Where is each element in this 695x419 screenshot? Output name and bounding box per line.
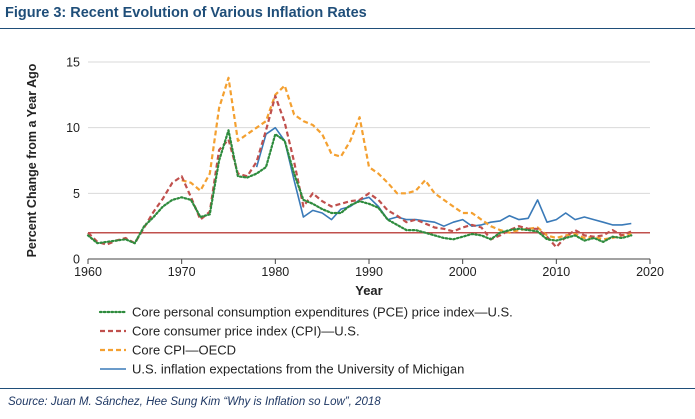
- inflation-line-chart: 1960 1970 1980 1990 2000 2010 2020 0 5 10 15 Year Pe…: [25, 56, 664, 377]
- x-tick-label: 2020: [636, 265, 664, 279]
- x-tick-label: 1960: [74, 265, 102, 279]
- figure-title: Figure 3: Recent Evolution of Various In…: [5, 5, 367, 21]
- x-tick-label: 2000: [449, 265, 477, 279]
- legend-label-1: Core personal consumption expenditures (…: [132, 305, 513, 320]
- series-line-2: [87, 95, 632, 249]
- y-tick-label: 5: [73, 187, 80, 201]
- x-tick-label: 1980: [261, 265, 289, 279]
- title-rule: [0, 28, 695, 29]
- y-tick-label: 10: [66, 121, 80, 135]
- figure-header: Figure 3: Recent Evolution of Various In…: [0, 0, 695, 32]
- series-line-3: [181, 76, 632, 241]
- y-tick-label: 15: [66, 56, 80, 70]
- source-note: Source: Juan M. Sánchez, Hee Sung Kim “W…: [8, 396, 381, 408]
- source-rule: [0, 388, 695, 389]
- x-tick-label: 1970: [168, 265, 196, 279]
- y-tick-label: 0: [73, 253, 80, 267]
- legend-label-2: Core consumer price index (CPI)—U.S.: [132, 324, 360, 339]
- x-tick-label: 2010: [542, 265, 570, 279]
- series-line-1: [86, 129, 633, 245]
- x-tick-label: 1990: [355, 265, 383, 279]
- x-axis-label: Year: [355, 283, 382, 298]
- y-axis-label: Percent Change from a Year Ago: [25, 63, 39, 257]
- legend-label-4: U.S. inflation expectations from the Uni…: [132, 362, 464, 377]
- series-line-4: [255, 126, 632, 227]
- legend-label-3: Core CPI—OECD: [132, 343, 236, 358]
